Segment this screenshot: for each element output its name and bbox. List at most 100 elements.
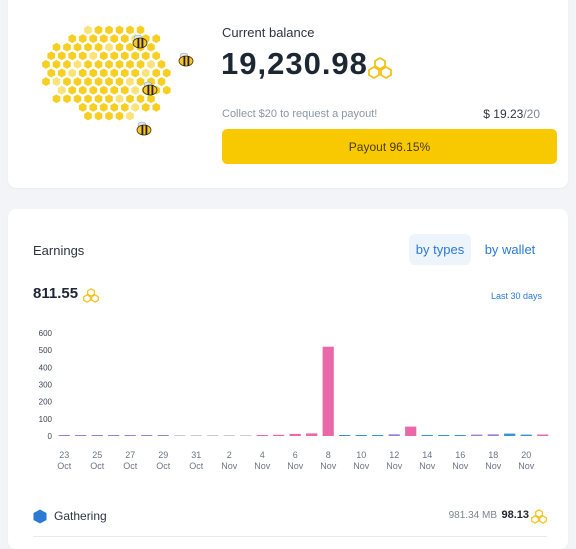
honeycomb-cell: [103, 109, 115, 123]
x-tick-month: Oct: [90, 461, 105, 471]
honeycomb-cell: [129, 49, 141, 62]
honeycomb-cell: [150, 101, 162, 114]
x-tick-month: Oct: [189, 461, 204, 471]
honeycomb-cell: [77, 66, 88, 80]
period-label[interactable]: Last 30 days: [490, 291, 542, 301]
x-tick-day: 14: [422, 450, 432, 460]
honeycomb-cell: [119, 49, 131, 62]
honeycomb-cell: [77, 84, 88, 97]
honeycomb-cell: [61, 41, 73, 54]
x-tick-month: Oct: [57, 461, 72, 471]
chart-bar: [372, 435, 384, 436]
x-tick-month: Nov: [320, 461, 337, 471]
x-tick-day: 4: [260, 450, 265, 460]
chart-bar: [256, 435, 268, 436]
honeycomb-cell: [114, 23, 125, 37]
x-tick-day: 8: [326, 450, 331, 460]
chart-bar: [454, 435, 466, 436]
honeycomb-cell: [88, 84, 99, 97]
honeycomb-cell: [82, 109, 94, 123]
honeycomb-coin-icon: [83, 288, 99, 303]
gathering-size: 981.34 MB: [448, 510, 497, 521]
x-tick-month: Nov: [254, 461, 271, 471]
honeycomb-cell: [98, 32, 110, 45]
earnings-title: Earnings: [33, 243, 85, 258]
honeycomb-cell: [161, 66, 173, 80]
honeycomb-cell: [77, 49, 88, 62]
chart-bar: [504, 433, 516, 436]
honeycomb-cell: [103, 41, 115, 54]
honeycomb-bees-illustration: [40, 23, 194, 136]
chart-bar: [273, 434, 285, 436]
honeycomb-cell: [51, 41, 62, 54]
y-tick-label: 100: [39, 415, 53, 424]
honeycomb-cell: [82, 92, 94, 105]
honeycomb-cell: [88, 49, 99, 62]
chart-bar: [339, 435, 351, 436]
honeycomb-cell: [82, 41, 94, 54]
gathering-label: Gathering: [54, 509, 107, 523]
honeycomb-cell: [67, 32, 78, 45]
honeycomb-cell: [124, 58, 136, 71]
x-tick-month: Nov: [419, 461, 436, 471]
honeycomb-cell: [98, 49, 110, 62]
honeycomb-cell: [119, 32, 131, 45]
honeycomb-cell: [129, 66, 141, 80]
honeycomb-cell: [114, 75, 125, 88]
x-tick-day: 2: [227, 450, 232, 460]
x-tick-month: Nov: [353, 461, 370, 471]
bee-icon: [178, 52, 194, 67]
honeycomb-cell: [114, 58, 125, 71]
y-tick-label: 300: [39, 381, 53, 390]
y-tick-label: 400: [39, 363, 53, 372]
chart-bar: [157, 435, 169, 436]
payout-button[interactable]: Payout 96.15%: [222, 129, 557, 164]
honeycomb-cell: [161, 84, 173, 97]
x-tick-day: 18: [488, 450, 498, 460]
honeycomb-cell: [103, 58, 115, 71]
balance-card: Current balance 19,230.98 Collect $20 to…: [8, 0, 568, 188]
bee-icon: [132, 34, 148, 49]
tab-by-types[interactable]: by types: [409, 234, 471, 265]
honeycomb-cell: [40, 58, 52, 71]
honeycomb-cell: [77, 32, 88, 45]
honeycomb-cell: [145, 92, 157, 105]
honeycomb-cell: [67, 84, 78, 97]
earnings-total: 811.55: [33, 285, 79, 302]
honeycomb-cell: [108, 66, 120, 80]
x-tick-month: Nov: [221, 461, 238, 471]
x-tick-day: 27: [125, 450, 135, 460]
honeycomb-cell: [108, 49, 120, 62]
honeycomb-cell: [140, 101, 152, 114]
honeycomb-cell: [135, 23, 146, 37]
honeycomb-cell: [93, 58, 104, 71]
honeycomb-cell: [150, 32, 162, 45]
earnings-type-row-gathering[interactable]: Gathering 981.34 MB 98.13: [33, 506, 547, 526]
honeycomb-cell: [150, 66, 162, 80]
honeycomb-cell: [119, 66, 131, 80]
row-divider: [33, 536, 547, 537]
x-tick-day: 10: [356, 450, 366, 460]
y-tick-label: 0: [48, 432, 53, 441]
honeycomb-cell: [51, 58, 62, 71]
honeycomb-cell: [145, 58, 157, 71]
x-tick-day: 6: [293, 450, 298, 460]
bee-icon: [142, 81, 158, 96]
honeycomb-cell: [72, 58, 83, 71]
payout-ratio: $ 19.23/20: [483, 107, 540, 121]
honeycomb-cell: [140, 49, 152, 62]
honeycomb-cell: [45, 49, 57, 62]
honeycomb-coin-icon: [531, 509, 547, 524]
y-tick-label: 500: [39, 346, 53, 355]
tab-by-wallet[interactable]: by wallet: [484, 242, 536, 257]
honeycomb-cell: [150, 49, 162, 62]
chart-bar: [322, 346, 334, 436]
x-tick-day: 16: [455, 450, 465, 460]
honeycomb-cell: [129, 84, 141, 97]
chart-bar: [91, 435, 103, 436]
payout-current: $ 19.23: [483, 107, 524, 121]
chart-bar: [190, 435, 202, 436]
chart-bar: [141, 435, 153, 436]
honeycomb-cell: [98, 84, 110, 97]
honeycomb-cell: [88, 101, 99, 114]
